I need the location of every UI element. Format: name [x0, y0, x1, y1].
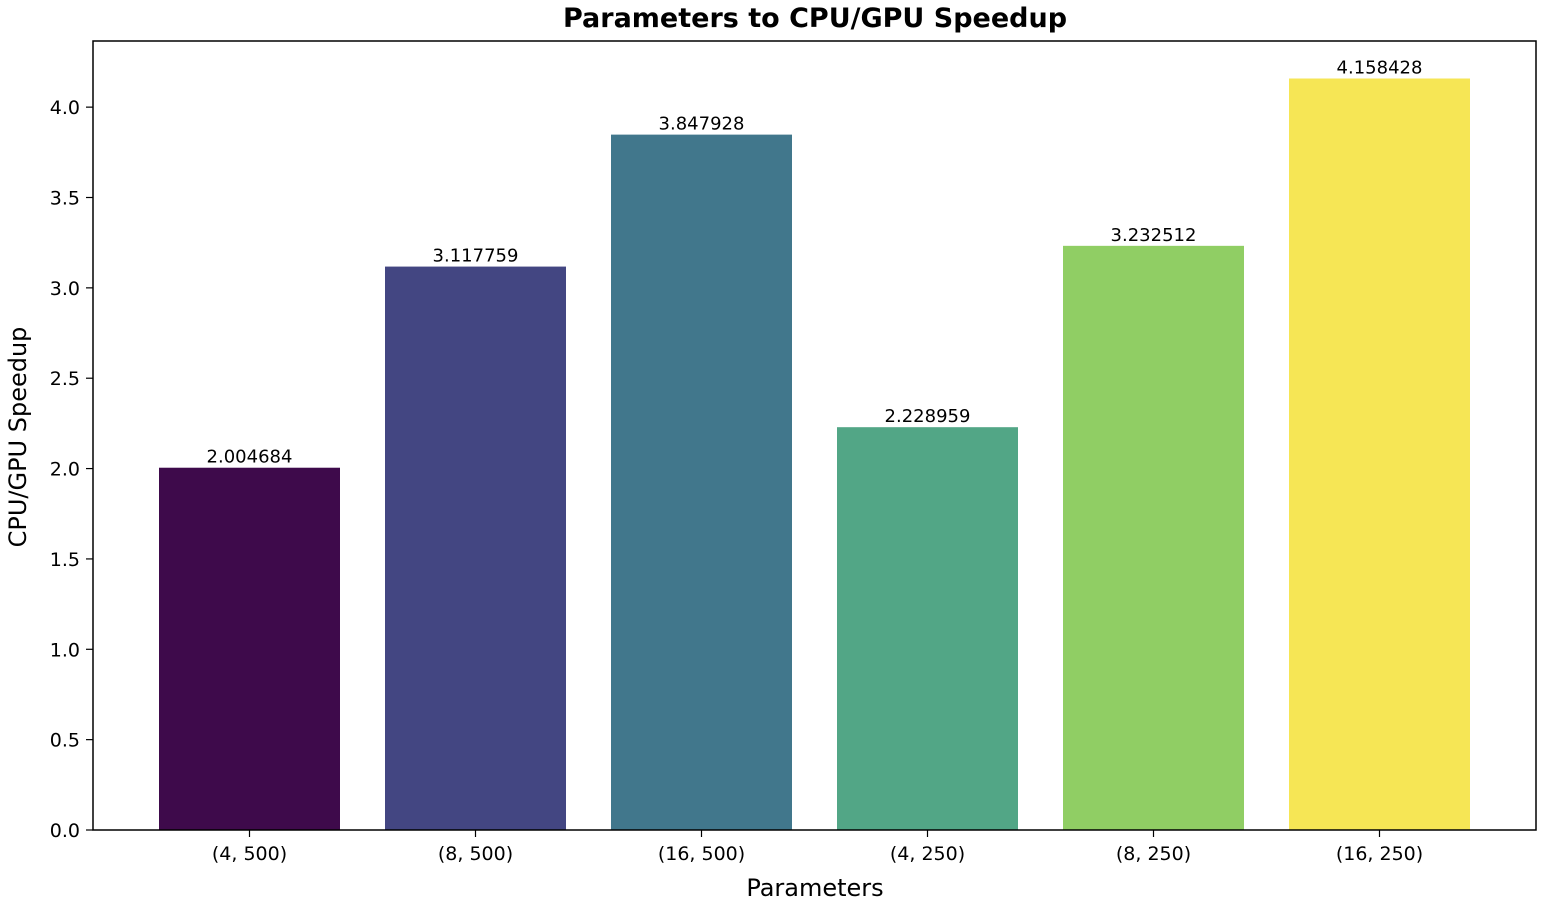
y-tick-label-5: 2.5: [50, 368, 80, 390]
y-tick-label-7: 3.5: [50, 188, 80, 210]
x-tick-label-1: (8, 500): [438, 843, 513, 865]
bar-1: [385, 267, 566, 830]
y-tick-label-0: 0.0: [50, 820, 80, 842]
y-axis-label: CPU/GPU Speedup: [4, 327, 32, 548]
x-tick-label-3: (4, 250): [890, 843, 965, 865]
data-label-5: 4.158428: [1337, 58, 1423, 79]
y-tick-label-3: 1.5: [50, 549, 80, 571]
x-axis-label: Parameters: [746, 874, 883, 902]
y-tick-label-4: 2.0: [50, 459, 80, 481]
data-label-4: 3.232512: [1111, 225, 1197, 246]
data-label-3: 2.228959: [885, 406, 971, 427]
x-ticks-group: (4, 500) (8, 500) (16, 500) (4, 250) (8, 250…: [212, 830, 1423, 865]
y-tick-label-1: 0.5: [50, 730, 80, 752]
y-tick-label-2: 1.0: [50, 639, 80, 661]
bars-group: [159, 79, 1470, 830]
bar-0: [159, 468, 340, 830]
x-tick-label-0: (4, 500): [212, 843, 287, 865]
bar-3: [837, 427, 1018, 830]
bar-2: [611, 135, 792, 830]
y-tick-label-6: 3.0: [50, 278, 80, 300]
x-tick-label-2: (16, 500): [658, 843, 745, 865]
chart-title: Parameters to CPU/GPU Speedup: [563, 3, 1067, 34]
x-tick-label-4: (8, 250): [1116, 843, 1191, 865]
data-label-0: 2.004684: [207, 447, 293, 468]
bar-4: [1063, 246, 1244, 830]
data-label-1: 3.117759: [433, 246, 519, 267]
y-tick-label-8: 4.0: [50, 97, 80, 119]
data-label-2: 3.847928: [659, 114, 745, 135]
y-ticks-group: 0.0 0.5 1.0 1.5 2.0 2.5 3.0 3.5 4.0: [50, 97, 93, 842]
bar-5: [1289, 79, 1470, 830]
x-tick-label-5: (16, 250): [1336, 843, 1423, 865]
